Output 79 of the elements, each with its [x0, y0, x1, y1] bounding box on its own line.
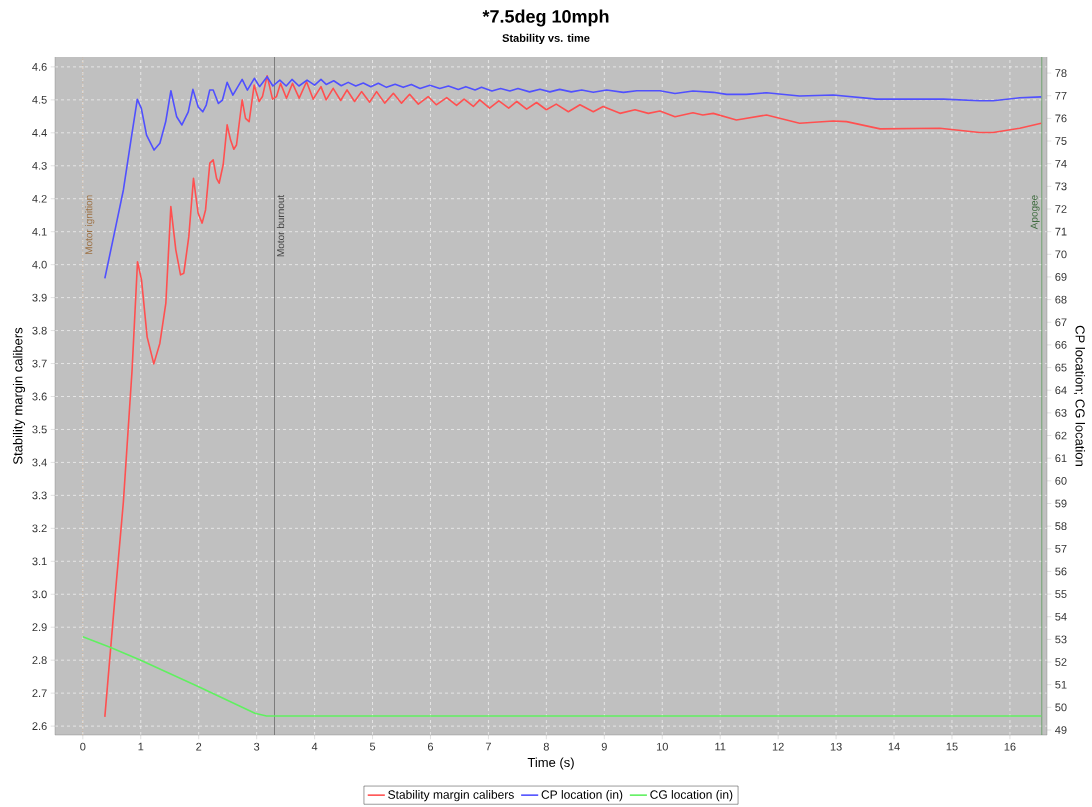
y2-tick-label: 59 — [1055, 499, 1067, 508]
y2-tick-label: 69 — [1055, 273, 1067, 281]
y2-tick-label: 63 — [1055, 408, 1067, 417]
y2-tick-label: 61 — [1055, 454, 1067, 463]
x-tick-label: 14 — [888, 742, 900, 751]
x-tick-label: 8 — [543, 742, 549, 751]
x-tick-label: 7 — [485, 742, 491, 751]
y2-tick-label: 62 — [1055, 431, 1067, 440]
ref-line-label: Motor burnout — [276, 194, 285, 257]
y2-tick-label: 53 — [1055, 635, 1067, 644]
y2-tick-label: 56 — [1055, 567, 1067, 576]
y-axis-title: Stability margin calibers — [12, 327, 26, 465]
y-tick-label: 2.8 — [32, 656, 47, 665]
x-tick-label: 1 — [138, 742, 144, 751]
y2-tick-label: 67 — [1055, 318, 1067, 327]
y2-tick-label: 77 — [1055, 91, 1067, 100]
legend-label: CP location (in) — [541, 790, 623, 802]
y-tick-label: 3.6 — [32, 392, 47, 401]
y-tick-label: 4.1 — [32, 227, 47, 236]
y-tick-label: 4.2 — [32, 194, 47, 203]
x-tick-label: 10 — [656, 742, 668, 751]
y-tick-label: 2.9 — [32, 623, 47, 632]
chart-title: *7.5deg 10mph — [482, 9, 609, 27]
y-tick-label: 3.9 — [32, 293, 47, 302]
x-tick-label: 9 — [601, 742, 607, 751]
x-tick-label: 13 — [830, 742, 842, 751]
x-tick-label: 4 — [311, 742, 318, 751]
legend-label: CG location (in) — [650, 790, 733, 802]
y2-tick-label: 55 — [1055, 590, 1067, 598]
ref-line-label: Motor ignition — [85, 195, 95, 255]
chart-subtitle: Stability vs. time — [502, 33, 590, 45]
y2-axis-title: CP location; CG location — [1073, 325, 1085, 466]
legend-label: Stability margin calibers — [388, 790, 514, 802]
y-tick-label: 4.5 — [32, 96, 47, 104]
y2-tick-label: 52 — [1055, 658, 1067, 666]
y-tick-label: 3.7 — [32, 359, 47, 368]
x-tick-label: 6 — [427, 742, 434, 751]
y-tick-label: 4.0 — [32, 260, 47, 269]
y-tick-label: 3.8 — [32, 326, 47, 335]
x-tick-label: 11 — [715, 742, 726, 751]
y2-tick-label: 73 — [1055, 182, 1067, 191]
y2-tick-label: 74 — [1055, 159, 1067, 168]
y2-tick-label: 64 — [1055, 386, 1067, 395]
y-tick-label: 3.2 — [32, 524, 47, 533]
x-tick-label: 0 — [80, 742, 86, 751]
y-tick-label: 3.1 — [32, 557, 47, 566]
x-axis-title: Time (s) — [527, 757, 574, 770]
x-tick-label: 5 — [369, 742, 376, 751]
y2-tick-label: 57 — [1055, 544, 1067, 553]
y2-tick-label: 78 — [1055, 69, 1067, 77]
y2-tick-label: 68 — [1055, 295, 1067, 304]
y-tick-label: 3.5 — [32, 425, 47, 434]
y-tick-label: 3.0 — [32, 590, 47, 599]
y-tick-label: 4.6 — [32, 63, 47, 71]
y-tick-label: 4.3 — [32, 161, 47, 170]
x-tick-label: 12 — [772, 742, 784, 751]
y2-tick-label: 60 — [1055, 476, 1067, 485]
y-tick-label: 4.4 — [32, 129, 47, 137]
y2-tick-label: 71 — [1055, 227, 1067, 236]
y-tick-label: 3.4 — [32, 458, 47, 467]
y-tick-label: 2.6 — [32, 722, 47, 730]
y-tick-label: 3.3 — [32, 491, 47, 500]
y-tick-label: 2.7 — [32, 689, 47, 697]
ref-line-label: Apogee — [1030, 195, 1040, 230]
y2-tick-label: 76 — [1055, 114, 1067, 123]
y2-tick-label: 54 — [1055, 612, 1067, 621]
y2-tick-label: 72 — [1055, 205, 1067, 213]
y2-tick-label: 49 — [1055, 726, 1067, 734]
y2-tick-label: 66 — [1055, 341, 1067, 349]
y2-tick-label: 65 — [1055, 363, 1067, 372]
x-tick-label: 2 — [196, 742, 202, 751]
y2-tick-label: 58 — [1055, 522, 1067, 531]
y2-tick-label: 75 — [1055, 137, 1067, 145]
y2-tick-label: 50 — [1055, 703, 1067, 712]
x-tick-label: 15 — [946, 742, 958, 751]
x-tick-label: 16 — [1004, 742, 1016, 751]
y2-tick-label: 70 — [1055, 250, 1067, 259]
x-tick-label: 3 — [254, 742, 260, 751]
y2-tick-label: 51 — [1055, 680, 1067, 689]
